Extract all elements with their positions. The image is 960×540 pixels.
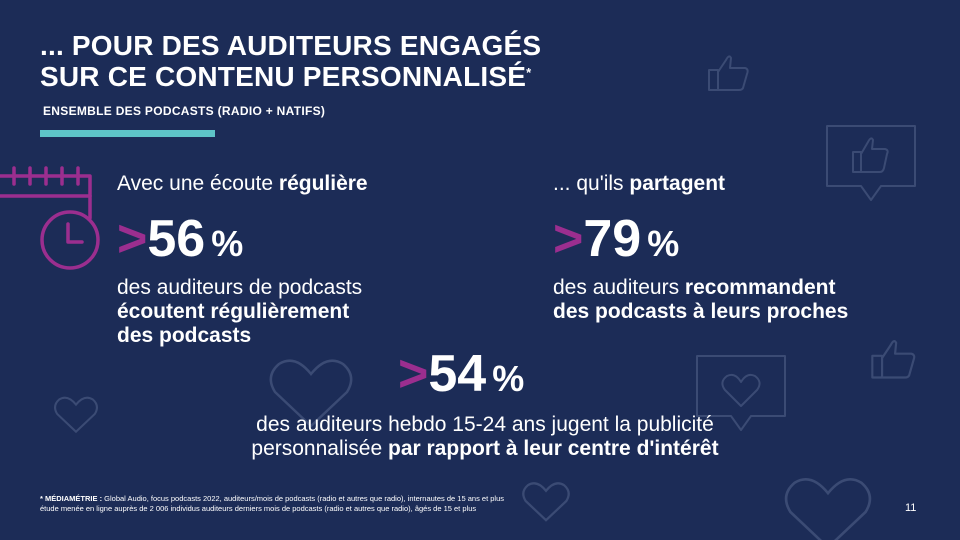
left-stat-value: 56 [147,210,206,268]
heart-icon [54,396,98,434]
page-subtitle: ENSEMBLE DES PODCASTS (RADIO + NATIFS) [43,104,326,118]
title-line-1: ... POUR DES AUDITEURS ENGAGÉS [40,30,542,61]
left-lead: Avec une écoute régulière [117,172,368,195]
center-stat-prefix: > [398,345,429,403]
right-lead: ... qu'ils partagent [553,172,726,195]
heart-icon [269,359,353,428]
heart-icon [522,482,570,522]
center-stat-unit: % [492,358,525,399]
title-underline [40,130,215,137]
calendar-clock-icon [0,166,100,270]
right-description: des auditeurs recommandent des podcasts … [553,276,849,323]
thumbs-up-icon [871,340,916,379]
right-stat-prefix: > [553,210,584,268]
heart-speech-bubble-icon [696,355,786,431]
page-title: ... POUR DES AUDITEURS ENGAGÉS SUR CE CO… [40,30,541,92]
right-stat: >79% [553,213,679,265]
right-stat-unit: % [647,223,680,264]
page-number: 11 [905,502,917,514]
center-stat: >54% [398,348,524,400]
left-stat-prefix: > [117,210,148,268]
center-description: des auditeurs hebdo 15-24 ans jugent la … [251,413,719,460]
title-asterisk: * [526,65,532,80]
left-stat-unit: % [211,223,244,264]
right-stat-value: 79 [583,210,642,268]
left-stat: >56% [117,213,243,265]
source-note: * MÉDIAMÉTRIE : Global Audio, focus podc… [40,494,505,513]
thumbs-up-speech-bubble-icon [826,125,916,201]
left-description: des auditeurs de podcasts écoutent régul… [117,276,363,347]
thumbs-up-icon [708,55,749,91]
heart-icon [784,478,872,540]
title-line-2: SUR CE CONTENU PERSONNALISÉ* [40,61,532,92]
center-stat-value: 54 [428,345,487,403]
